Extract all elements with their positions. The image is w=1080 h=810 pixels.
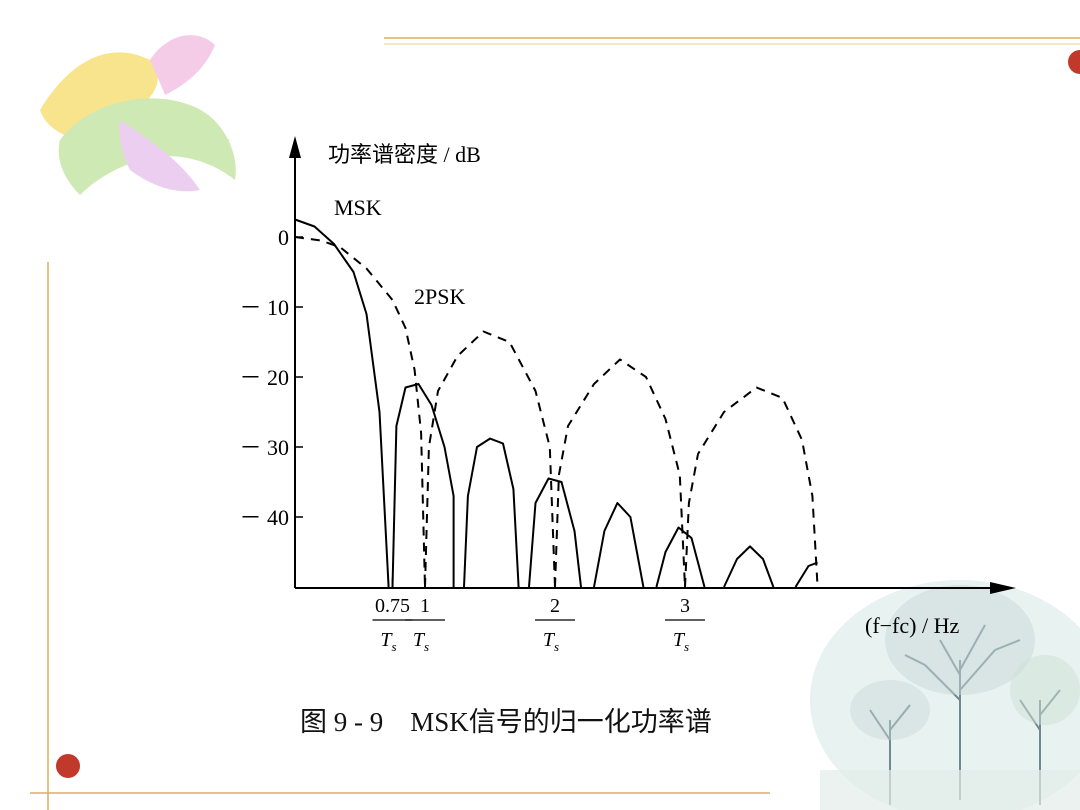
series-2psk-lobe bbox=[684, 386, 819, 588]
y-ticks: 0 － 10 － 20 － 30 － 40 bbox=[239, 225, 303, 530]
series-2psk-lobe bbox=[424, 330, 556, 588]
series-msk-lobe bbox=[593, 502, 645, 588]
x-tick-denominator: Ts bbox=[673, 629, 689, 654]
x-axis-arrow bbox=[990, 582, 1016, 594]
x-tick-denominator: Ts bbox=[543, 629, 559, 654]
top-right-dot bbox=[1068, 50, 1080, 74]
y-tick-label: 0 bbox=[278, 225, 289, 250]
ribbon-logo bbox=[40, 35, 236, 195]
x-tick-denominator: Ts bbox=[413, 629, 429, 654]
y-axis-arrow bbox=[289, 136, 301, 158]
series-msk-lobe bbox=[391, 383, 455, 588]
series-label-2psk: 2PSK bbox=[414, 284, 465, 309]
series-msk-lobe bbox=[294, 218, 390, 588]
x-axis-title: (f−fc) / Hz bbox=[865, 613, 959, 638]
series-msk-lobe bbox=[794, 561, 818, 588]
x-tick-numerator: 1 bbox=[420, 595, 430, 617]
x-tick-denominator: Ts bbox=[380, 629, 396, 654]
x-tick-numerator: 2 bbox=[550, 595, 560, 617]
bottom-left-dot bbox=[56, 754, 80, 778]
y-tick-label: － 40 bbox=[239, 505, 289, 530]
y-axis-title: 功率谱密度 / dB bbox=[328, 142, 481, 167]
figure-caption: 图 9 - 9 MSK信号的归一化功率谱 bbox=[300, 707, 712, 737]
y-tick-label: － 10 bbox=[239, 295, 289, 320]
y-tick-label: － 30 bbox=[239, 435, 289, 460]
series-msk-lobe bbox=[723, 545, 775, 588]
x-tick-numerator: 0.75 bbox=[375, 595, 410, 617]
series-2psk-lobe bbox=[554, 358, 686, 588]
y-tick-label: － 20 bbox=[239, 365, 289, 390]
series-msk-lobe bbox=[463, 437, 520, 588]
series-msk-lobe bbox=[528, 477, 582, 588]
curves bbox=[294, 218, 819, 588]
x-tick-numerator: 3 bbox=[680, 595, 690, 617]
tree-illustration bbox=[810, 580, 1080, 810]
series-msk-lobe bbox=[655, 526, 706, 588]
series-2psk-lobe bbox=[294, 236, 426, 588]
chart-axes bbox=[289, 136, 1016, 594]
series-label-msk: MSK bbox=[334, 195, 382, 220]
